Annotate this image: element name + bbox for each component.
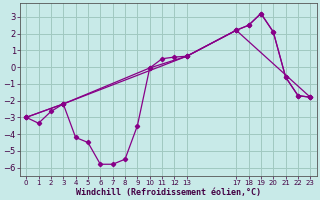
X-axis label: Windchill (Refroidissement éolien,°C): Windchill (Refroidissement éolien,°C) [76, 188, 261, 197]
